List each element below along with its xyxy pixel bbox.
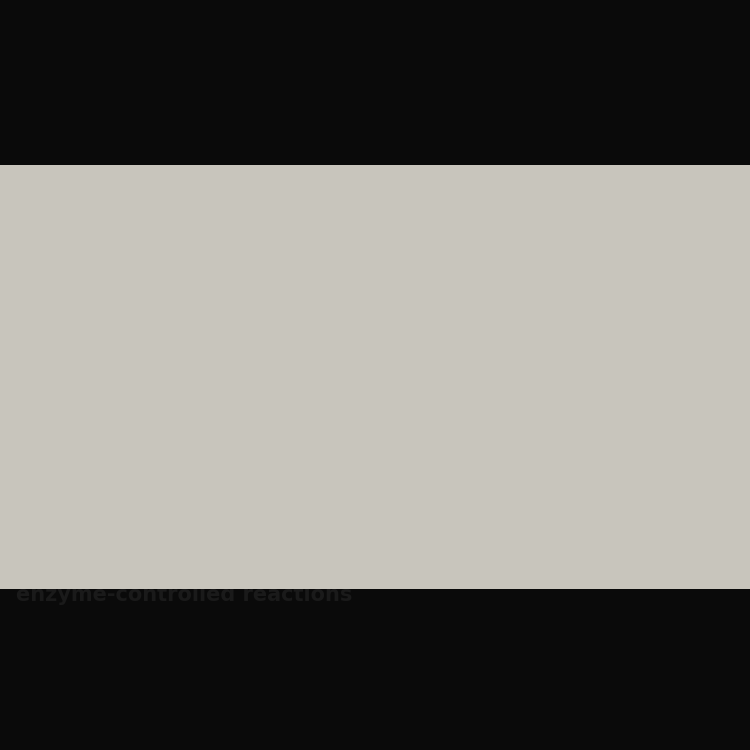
- Text: )  heterotrophic nutrition: ) heterotrophic nutrition: [0, 557, 290, 577]
- FancyBboxPatch shape: [234, 204, 628, 464]
- Text: 4)  D: 4) D: [0, 381, 48, 401]
- Text: 2)  B: 2) B: [0, 301, 46, 320]
- Text: below controls the synthesis of enzymes?: below controls the synthesis of enzymes?: [0, 231, 485, 251]
- Ellipse shape: [327, 240, 596, 412]
- Text: B: B: [644, 341, 657, 359]
- Text: n order to survive, all organisms must carry: n order to survive, all organisms must c…: [0, 496, 512, 515]
- Ellipse shape: [251, 281, 341, 386]
- FancyBboxPatch shape: [244, 214, 619, 454]
- Ellipse shape: [532, 299, 541, 308]
- Text: 1)  A: 1) A: [0, 262, 47, 283]
- Text: )  autotrophic nutrition: ) autotrophic nutrition: [0, 530, 265, 550]
- Text: )  enzyme-controlled reactions: ) enzyme-controlled reactions: [0, 584, 352, 604]
- Text: 3)  C: 3) C: [0, 340, 46, 361]
- Text: A: A: [644, 368, 657, 386]
- Text: Which cell organelle indicated in the diagram: Which cell organelle indicated in the di…: [0, 206, 528, 225]
- Text: D: D: [644, 291, 658, 309]
- Ellipse shape: [352, 362, 428, 426]
- Text: (4)  constantly synthesized: (4) constantly synthesized: [0, 180, 247, 199]
- Text: C: C: [644, 317, 656, 335]
